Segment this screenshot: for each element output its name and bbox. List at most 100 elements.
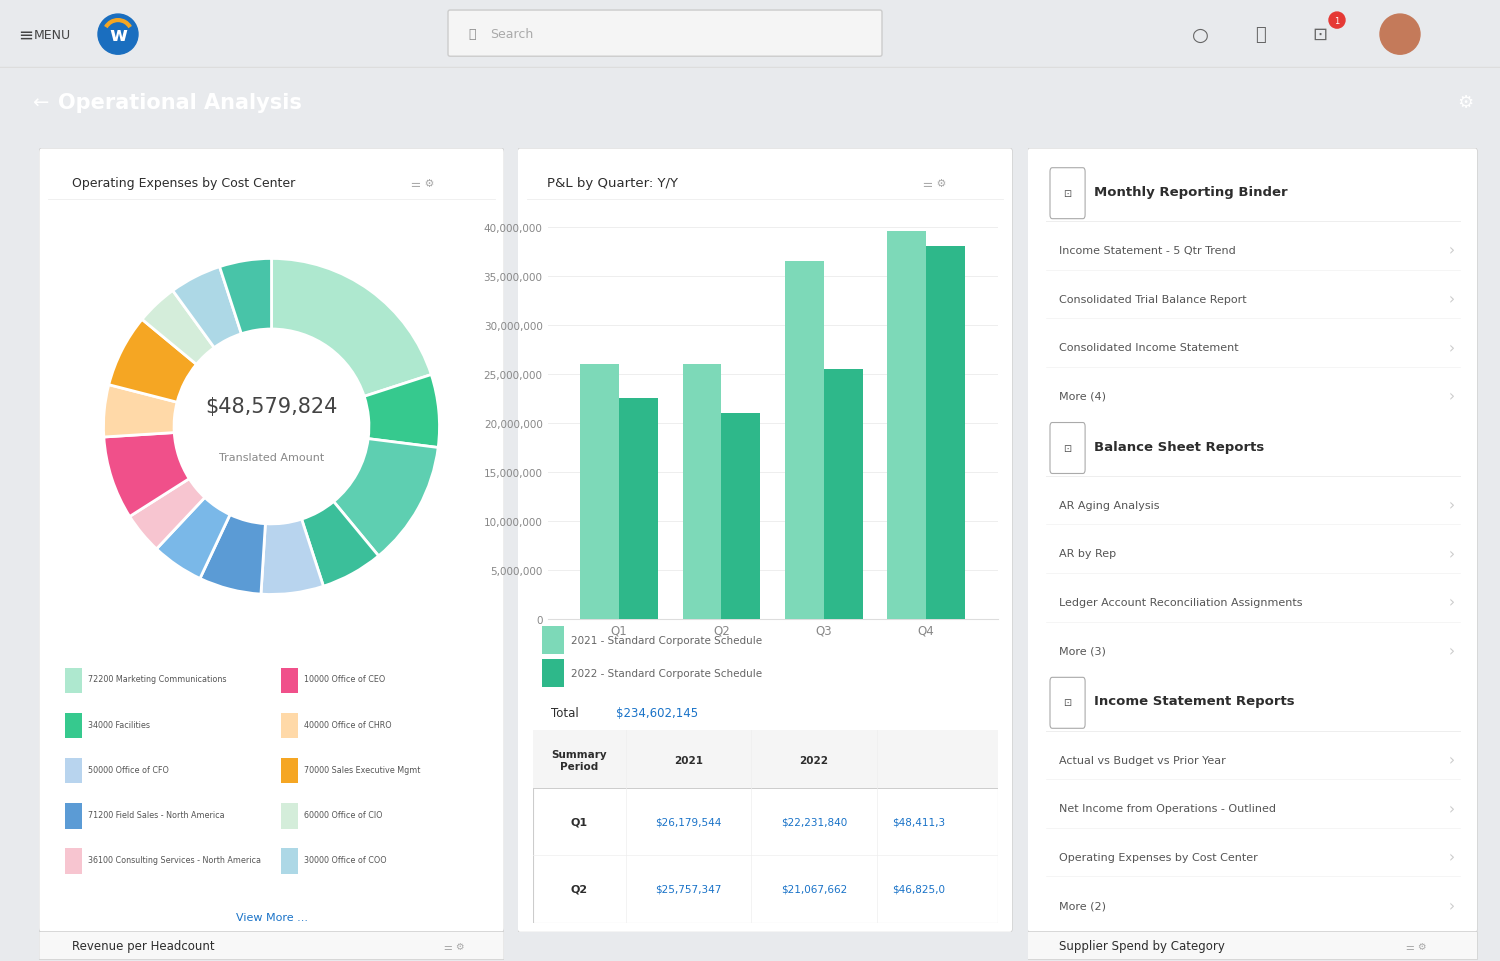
Text: ≡: ≡ bbox=[18, 26, 33, 44]
Text: Income Statement Reports: Income Statement Reports bbox=[1094, 695, 1294, 707]
Text: Revenue per Headcount: Revenue per Headcount bbox=[72, 939, 214, 952]
Bar bbox=[926, 247, 964, 619]
Text: Total: Total bbox=[550, 706, 579, 720]
FancyBboxPatch shape bbox=[64, 803, 81, 828]
Wedge shape bbox=[302, 502, 378, 586]
Text: Actual vs Budget vs Prior Year: Actual vs Budget vs Prior Year bbox=[1059, 755, 1226, 765]
FancyBboxPatch shape bbox=[64, 668, 81, 693]
Text: Monthly Reporting Binder: Monthly Reporting Binder bbox=[1094, 185, 1287, 199]
Text: ›: › bbox=[1449, 547, 1455, 561]
Text: AR by Rep: AR by Rep bbox=[1059, 549, 1116, 559]
Text: ›: › bbox=[1449, 850, 1455, 865]
Text: ›: › bbox=[1449, 292, 1455, 307]
FancyBboxPatch shape bbox=[542, 627, 564, 654]
Bar bbox=[682, 364, 722, 619]
FancyBboxPatch shape bbox=[1028, 149, 1478, 932]
Bar bbox=[886, 233, 926, 619]
Text: Operating Expenses by Cost Center: Operating Expenses by Cost Center bbox=[72, 177, 296, 189]
Circle shape bbox=[1329, 13, 1346, 29]
Text: ›: › bbox=[1449, 498, 1455, 513]
Text: $25,757,347: $25,757,347 bbox=[656, 884, 722, 894]
Text: $22,231,840: $22,231,840 bbox=[780, 817, 847, 826]
FancyBboxPatch shape bbox=[1050, 423, 1084, 474]
FancyBboxPatch shape bbox=[39, 149, 504, 932]
Wedge shape bbox=[200, 515, 266, 595]
Text: ○: ○ bbox=[1191, 26, 1209, 44]
Bar bbox=[620, 399, 658, 619]
Wedge shape bbox=[272, 259, 432, 397]
Text: More (4): More (4) bbox=[1059, 391, 1106, 402]
Wedge shape bbox=[333, 439, 438, 556]
Text: View More ...: View More ... bbox=[236, 912, 308, 922]
Text: More (2): More (2) bbox=[1059, 900, 1106, 910]
FancyBboxPatch shape bbox=[1050, 168, 1084, 219]
FancyBboxPatch shape bbox=[39, 931, 504, 960]
Text: ⊡: ⊡ bbox=[1312, 26, 1328, 44]
Text: ›: › bbox=[1449, 389, 1455, 404]
Wedge shape bbox=[261, 520, 324, 595]
Wedge shape bbox=[172, 267, 242, 348]
Wedge shape bbox=[104, 385, 177, 437]
Text: Income Statement - 5 Qtr Trend: Income Statement - 5 Qtr Trend bbox=[1059, 246, 1236, 256]
FancyBboxPatch shape bbox=[280, 713, 297, 738]
Wedge shape bbox=[142, 291, 214, 365]
Text: 36100 Consulting Services - North America: 36100 Consulting Services - North Americ… bbox=[88, 855, 261, 864]
FancyBboxPatch shape bbox=[1050, 678, 1084, 728]
Text: 71200 Field Sales - North America: 71200 Field Sales - North America bbox=[88, 810, 225, 819]
Text: $234,602,145: $234,602,145 bbox=[616, 706, 699, 720]
Text: ←: ← bbox=[32, 94, 48, 112]
Text: 2022 - Standard Corporate Schedule: 2022 - Standard Corporate Schedule bbox=[570, 668, 762, 678]
Text: ›: › bbox=[1449, 898, 1455, 913]
FancyBboxPatch shape bbox=[448, 11, 882, 57]
Text: 70000 Sales Executive Mgmt: 70000 Sales Executive Mgmt bbox=[304, 765, 420, 774]
Text: 🔍: 🔍 bbox=[468, 28, 476, 40]
FancyBboxPatch shape bbox=[542, 659, 564, 687]
Text: ⚙: ⚙ bbox=[1456, 94, 1473, 112]
Text: Q2: Q2 bbox=[570, 884, 588, 894]
Bar bbox=[580, 364, 620, 619]
Text: ›: › bbox=[1449, 243, 1455, 259]
Text: 2021: 2021 bbox=[674, 755, 704, 765]
Text: ⚌ ⚙: ⚌ ⚙ bbox=[444, 941, 464, 950]
Text: 2021 - Standard Corporate Schedule: 2021 - Standard Corporate Schedule bbox=[570, 635, 762, 646]
Text: $48,579,824: $48,579,824 bbox=[206, 397, 338, 417]
Text: Translated Amount: Translated Amount bbox=[219, 453, 324, 462]
Text: 2022: 2022 bbox=[800, 755, 828, 765]
Text: Supplier Spend by Category: Supplier Spend by Category bbox=[1059, 939, 1226, 952]
Text: w: w bbox=[110, 26, 128, 44]
Text: AR Aging Analysis: AR Aging Analysis bbox=[1059, 501, 1160, 510]
Text: 40000 Office of CHRO: 40000 Office of CHRO bbox=[304, 720, 392, 728]
Text: Search: Search bbox=[490, 28, 534, 40]
FancyBboxPatch shape bbox=[532, 730, 998, 923]
Text: $21,067,662: $21,067,662 bbox=[780, 884, 847, 894]
Text: More (3): More (3) bbox=[1059, 646, 1106, 656]
FancyBboxPatch shape bbox=[64, 849, 81, 874]
Text: ›: › bbox=[1449, 595, 1455, 610]
Wedge shape bbox=[219, 259, 272, 334]
Text: 30000 Office of COO: 30000 Office of COO bbox=[304, 855, 387, 864]
Text: 60000 Office of CIO: 60000 Office of CIO bbox=[304, 810, 382, 819]
Text: 72200 Marketing Communications: 72200 Marketing Communications bbox=[88, 675, 226, 683]
Text: 1: 1 bbox=[1335, 16, 1340, 26]
FancyBboxPatch shape bbox=[1028, 931, 1478, 960]
Text: ›: › bbox=[1449, 801, 1455, 816]
Wedge shape bbox=[129, 480, 206, 550]
Text: 🔔: 🔔 bbox=[1254, 26, 1266, 44]
Text: Summary
Period: Summary Period bbox=[550, 750, 608, 772]
Text: ⚌ ⚙: ⚌ ⚙ bbox=[1406, 941, 1426, 950]
Bar bbox=[722, 413, 760, 619]
Text: Operational Analysis: Operational Analysis bbox=[58, 93, 302, 113]
Text: $26,179,544: $26,179,544 bbox=[656, 817, 722, 826]
Text: $48,411,3: $48,411,3 bbox=[892, 817, 945, 826]
FancyBboxPatch shape bbox=[518, 149, 1013, 932]
Text: $46,825,0: $46,825,0 bbox=[892, 884, 945, 894]
Text: Balance Sheet Reports: Balance Sheet Reports bbox=[1094, 440, 1264, 453]
FancyBboxPatch shape bbox=[280, 849, 297, 874]
Text: ⚌ ⚙: ⚌ ⚙ bbox=[411, 179, 435, 188]
Text: Consolidated Trial Balance Report: Consolidated Trial Balance Report bbox=[1059, 294, 1246, 305]
Text: Consolidated Income Statement: Consolidated Income Statement bbox=[1059, 343, 1239, 353]
FancyBboxPatch shape bbox=[280, 803, 297, 828]
Wedge shape bbox=[364, 375, 440, 448]
Circle shape bbox=[98, 15, 138, 55]
FancyBboxPatch shape bbox=[280, 668, 297, 693]
